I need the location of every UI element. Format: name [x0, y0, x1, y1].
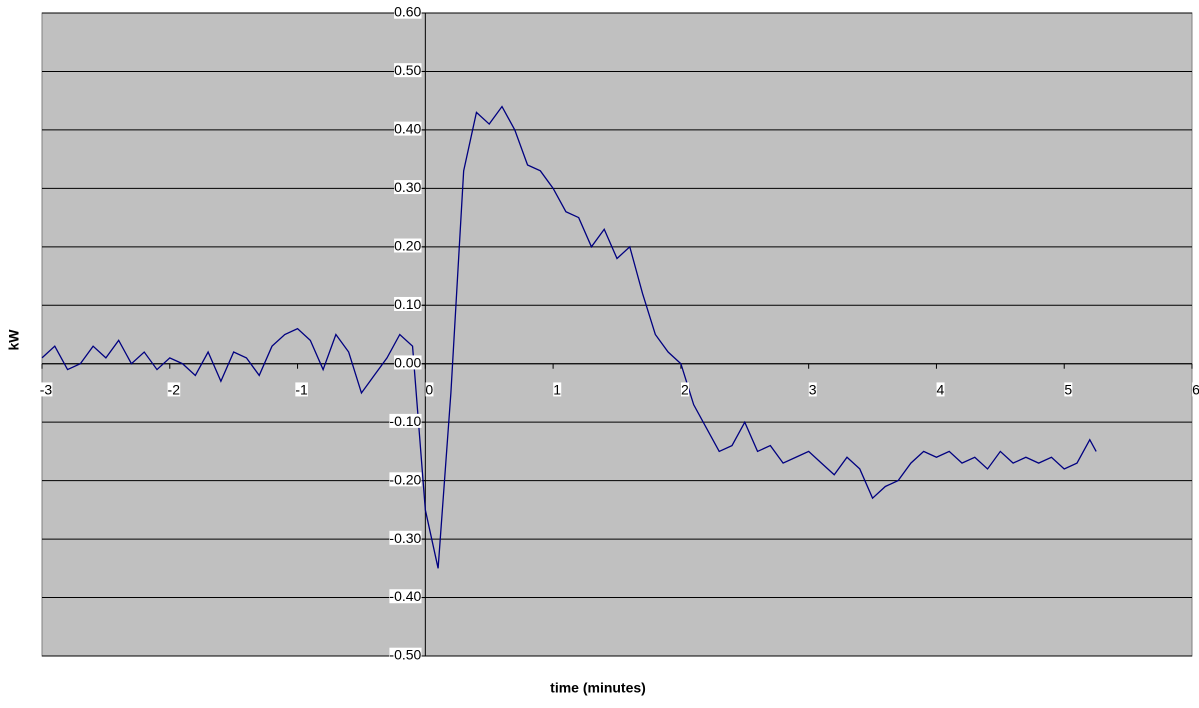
y-tick-label: 0.00	[394, 354, 421, 370]
tick-label-bg	[394, 355, 422, 370]
y-tick-label: 0.30	[394, 179, 421, 195]
plot-area	[41, 12, 1193, 657]
tick-label-bg	[389, 472, 422, 487]
tick-label-bg	[389, 647, 422, 662]
tick-label-bg	[680, 382, 689, 397]
y-tick-label: -0.40	[389, 588, 421, 604]
x-tick-label: -2	[168, 381, 181, 397]
x-tick-label: -3	[40, 381, 53, 397]
y-tick-label: -0.30	[389, 530, 421, 546]
y-tick-label: -0.20	[389, 471, 421, 487]
tick-label-bg	[808, 382, 817, 397]
tick-label-bg	[425, 382, 434, 397]
y-tick-label: 0.50	[394, 62, 421, 78]
tick-label-bg	[39, 382, 53, 397]
tick-label-bg	[295, 382, 308, 397]
tick-label-bg	[394, 4, 422, 19]
tick-label-bg	[1064, 382, 1073, 397]
y-tick-label: 0.60	[394, 4, 421, 20]
tick-label-bg	[389, 413, 422, 428]
y-axis-label: kW	[6, 329, 22, 351]
x-tick-label: 0	[425, 381, 433, 397]
tick-label-bg	[394, 180, 422, 195]
tick-label-bg	[389, 530, 422, 545]
x-tick-label: 2	[681, 381, 689, 397]
tick-label-bg	[1192, 382, 1199, 397]
x-tick-label: 3	[809, 381, 817, 397]
x-tick-label: 4	[937, 381, 945, 397]
tick-label-bg	[553, 382, 562, 397]
x-tick-label: 5	[1064, 381, 1072, 397]
y-tick-label: 0.10	[394, 296, 421, 312]
tick-label-bg	[389, 589, 422, 604]
y-tick-label: 0.40	[394, 121, 421, 137]
tick-label-bg	[394, 238, 422, 253]
tick-label-bg	[394, 63, 422, 78]
tick-label-bg	[394, 121, 422, 136]
y-tick-label: -0.10	[389, 413, 421, 429]
x-tick-label: 1	[553, 381, 561, 397]
x-tick-label: 6	[1192, 381, 1199, 397]
line-series	[41, 105, 1097, 569]
x-tick-label: -1	[295, 381, 308, 397]
tick-label-bg	[394, 296, 422, 311]
y-tick-label: -0.50	[389, 647, 421, 663]
x-axis-label: time (minutes)	[550, 680, 646, 696]
tick-label-bg	[167, 382, 181, 397]
tick-label-bg	[936, 382, 945, 397]
y-tick-label: 0.20	[394, 238, 421, 254]
